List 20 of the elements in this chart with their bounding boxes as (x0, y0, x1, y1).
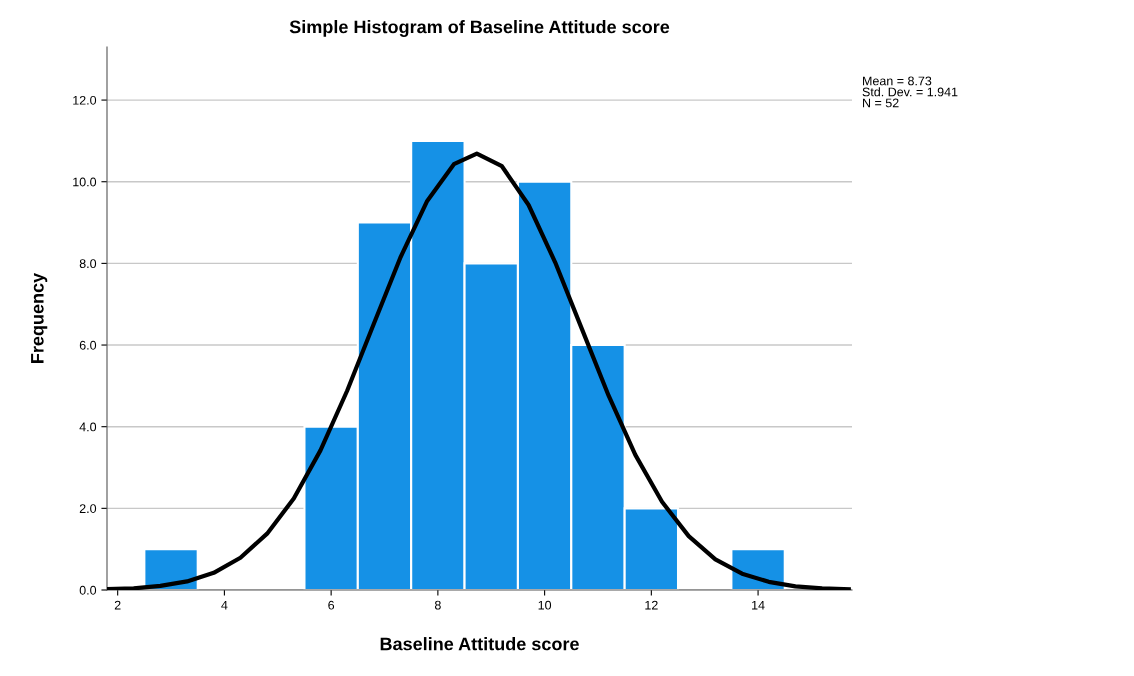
x-axis-title: Baseline Attitude score (380, 637, 579, 651)
x-tick-label: 12 (645, 600, 658, 610)
y-tick-label: 4.0 (79, 422, 97, 432)
x-tick-label: 6 (328, 600, 335, 610)
y-tick-label: 2.0 (79, 504, 97, 513)
text: N = 52 (863, 98, 899, 108)
text: Std. Dev. = 1.941 (862, 87, 958, 97)
x-tick-label: 2 (114, 600, 121, 610)
x-tick-label: 10 (538, 600, 552, 610)
y-tick-label: 8.0 (79, 259, 97, 269)
x-tick-label: 14 (752, 600, 765, 610)
text: Mean = 8.73 (863, 76, 932, 86)
chart-title: Simple Histogram of Baseline Attitude score (289, 20, 670, 37)
y-tick-label: 12.0 (73, 95, 97, 105)
y-tick-label: 0.0 (79, 585, 97, 595)
y-tick-label: 10.0 (73, 177, 97, 187)
x-tick-label: 4 (221, 600, 228, 610)
y-axis-title: Frequency (31, 272, 48, 363)
y-tick-label: 6.0 (79, 340, 97, 350)
x-tick-label: 8 (434, 600, 441, 610)
